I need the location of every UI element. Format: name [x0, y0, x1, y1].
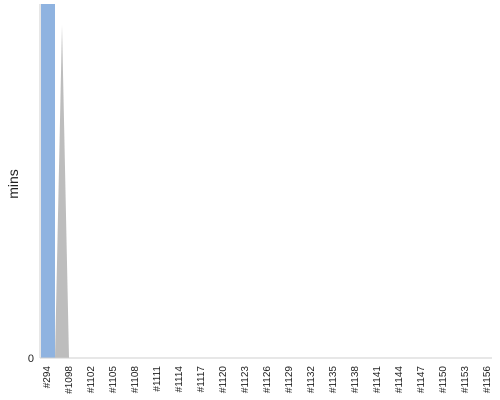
- x-tick-label: #1114: [174, 366, 185, 393]
- x-tick-label: #1102: [86, 366, 97, 394]
- x-tick-label: #1135: [328, 366, 339, 394]
- x-tick-label: #1132: [306, 366, 317, 394]
- x-tick-label: #1156: [482, 366, 493, 394]
- x-tick-label: #1150: [438, 366, 449, 394]
- x-tick-label: #1098: [64, 366, 75, 394]
- plot-area: [41, 4, 69, 359]
- x-tick-label: #1153: [460, 366, 471, 394]
- x-tick-label: #1144: [394, 366, 405, 394]
- y-tick-label: 0: [28, 353, 34, 365]
- y-axis-label: mins: [5, 169, 21, 199]
- x-tick-label: #294: [42, 366, 53, 389]
- highlighted-build-bar[interactable]: [41, 4, 55, 358]
- x-tick-label: #1147: [416, 366, 427, 394]
- area-peak: [55, 25, 69, 359]
- x-tick-label: #1111: [152, 366, 163, 392]
- x-tick-label: #1117: [196, 366, 207, 393]
- x-tick-label: #1141: [372, 366, 383, 394]
- x-tick-label: #1129: [284, 366, 295, 394]
- x-tick-label: #1126: [262, 366, 273, 394]
- x-tick-label: #1123: [240, 366, 251, 394]
- x-tick-label: #1138: [350, 366, 361, 394]
- x-tick-label: #1105: [108, 366, 119, 394]
- x-tick-label: #1120: [218, 366, 229, 394]
- x-tick-label: #1108: [130, 366, 141, 394]
- x-tick-labels: #294 #1098 #1102 #1105 #1108 #1111 #1114 #1117 #…: [42, 366, 493, 394]
